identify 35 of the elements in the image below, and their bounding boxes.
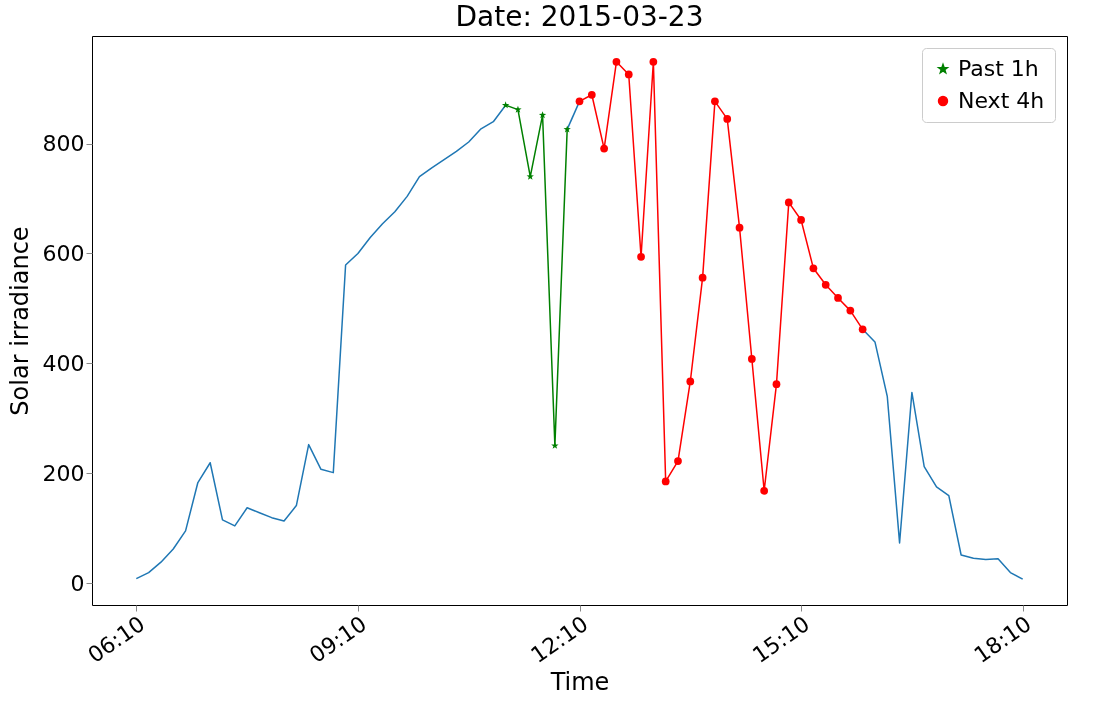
point [834,294,842,302]
point [686,377,695,386]
point [698,273,707,282]
point [747,355,756,363]
point [760,486,769,495]
legend-label: Past 1h [958,56,1039,81]
y-axis-title: Solar irradiance [5,226,34,416]
point [612,57,621,66]
point [858,325,867,334]
point [711,97,719,106]
point [649,57,658,66]
point [784,198,793,207]
y-tick-label: 400 [42,350,85,376]
point [600,144,608,153]
y-tick-label: 0 [70,570,85,596]
point [797,216,805,224]
point [551,441,559,449]
legend-label: Next 4h [958,88,1045,113]
point [846,306,855,315]
point [637,252,645,261]
point [514,105,522,113]
y-tick-label: 800 [42,131,85,157]
point [587,90,596,99]
point [772,380,781,389]
point [661,477,670,486]
point [674,457,682,465]
y-tick-label: 600 [42,240,85,266]
x-axis-title: Time [549,668,610,697]
y-tick-label: 200 [42,460,85,486]
point [735,223,744,232]
chart-title: Date: 2015-03-23 [455,0,704,33]
point [624,70,633,79]
point [821,280,830,289]
point [723,115,732,123]
point [809,264,818,273]
